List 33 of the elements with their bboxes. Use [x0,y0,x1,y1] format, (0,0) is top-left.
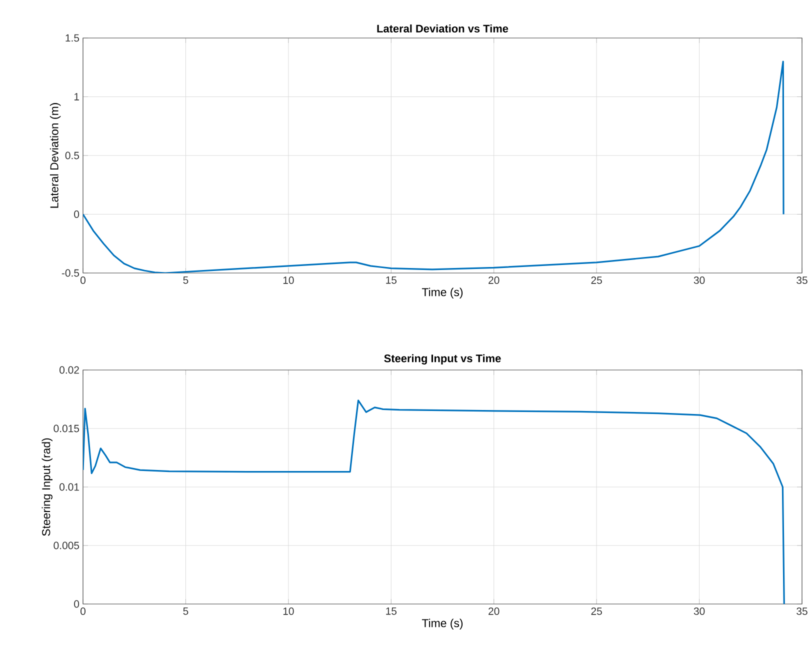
x-axis-title: Time (s) [422,288,463,298]
chart-title: Lateral Deviation vs Time [377,24,508,32]
x-tick-label: 35 [796,608,808,615]
x-tick-label: 25 [591,608,602,615]
y-axis-title: Lateral Deviation (m) [50,103,61,208]
x-tick-label: 30 [694,608,705,615]
x-tick-label: 30 [694,276,705,284]
y-tick-label: 0.5 [65,152,80,160]
x-tick-label: 15 [386,608,397,615]
x-tick-label: 15 [386,276,397,284]
y-tick-label: 1.5 [66,34,80,42]
x-tick-label: 0 [80,608,86,615]
x-tick-label: 20 [488,276,500,284]
y-tick-label: 0.02 [60,366,79,374]
y-axis-title: Steering Input (rad) [42,438,52,536]
x-tick-label: 10 [283,276,294,284]
x-tick-label: 25 [591,276,602,284]
x-tick-label: 20 [488,608,500,615]
y-tick-label: 0 [74,210,80,218]
y-tick-label: 0 [74,600,80,608]
x-tick-label: 5 [183,608,188,615]
y-tick-label: 0.015 [54,424,80,432]
y-tick-label: -0.5 [62,269,80,277]
x-tick-label: 0 [80,276,86,284]
x-tick-label: 35 [796,276,808,284]
y-tick-label: 0.01 [60,483,79,491]
chart-title: Steering Input vs Time [384,354,501,365]
x-tick-label: 5 [183,276,188,284]
y-tick-label: 0.005 [54,542,80,550]
x-axis-title: Time (s) [422,618,463,630]
x-tick-label: 10 [283,608,294,615]
line-series [83,400,785,604]
y-tick-label: 1 [74,93,79,100]
